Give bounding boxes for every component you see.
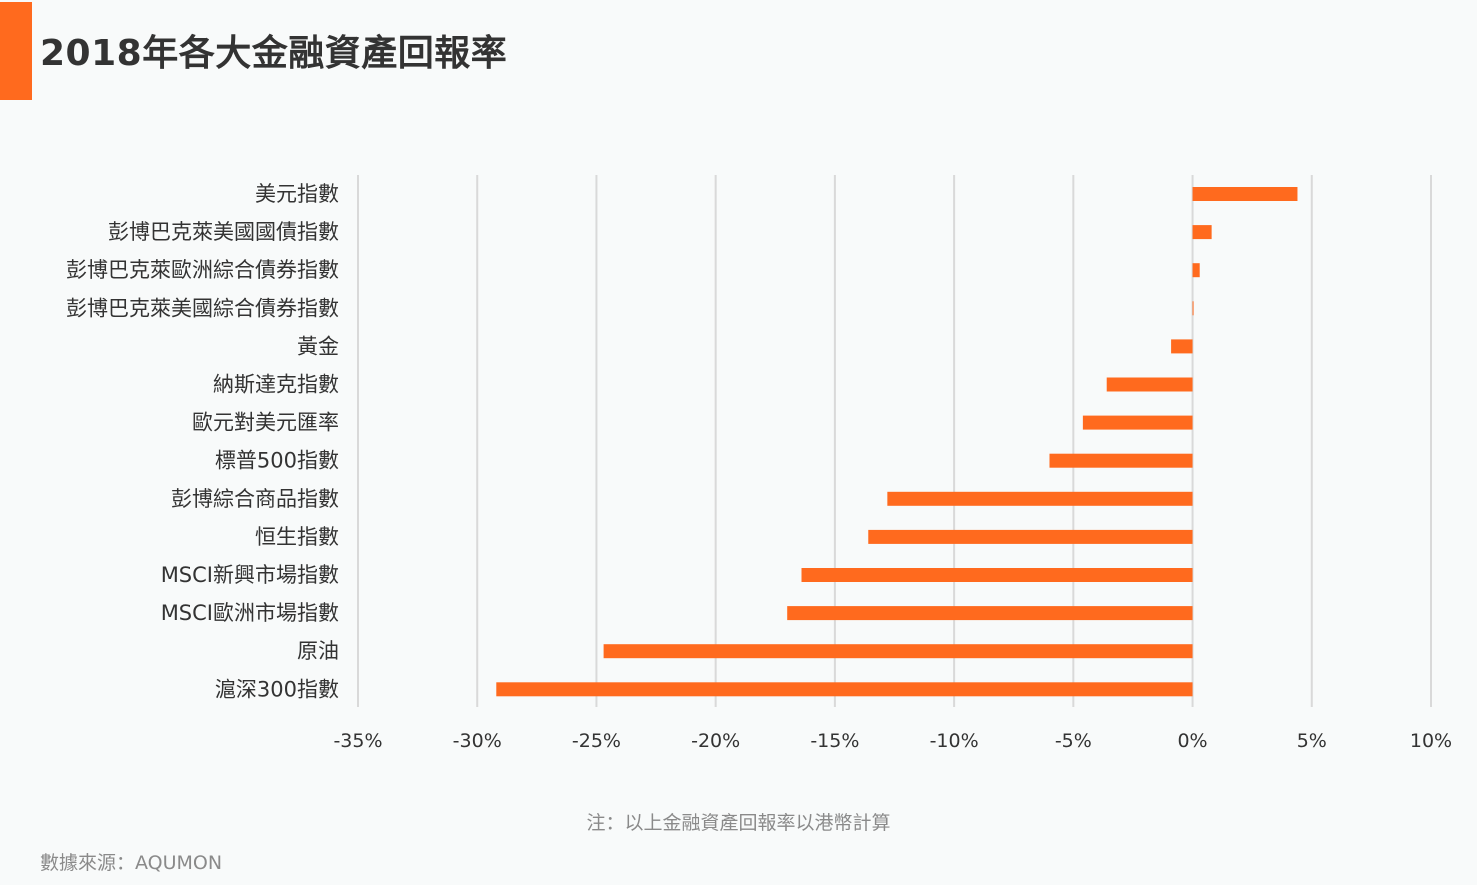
x-tick-label: -5% xyxy=(1055,730,1092,752)
bar xyxy=(1049,453,1193,468)
category-label: 彭博巴克萊歐洲綜合債券指數 xyxy=(66,258,339,282)
category-label: 彭博綜合商品指數 xyxy=(171,487,339,511)
category-labels: 美元指數彭博巴克萊美國國債指數彭博巴克萊歐洲綜合債券指數彭博巴克萊美國綜合債券指… xyxy=(66,182,339,701)
x-tick-label: 10% xyxy=(1410,730,1452,752)
category-label: MSCI歐洲市場指數 xyxy=(161,601,339,625)
category-label: 黃金 xyxy=(297,334,339,358)
data-source: 數據來源：AQUMON xyxy=(40,852,223,874)
bar xyxy=(1192,301,1194,316)
bar xyxy=(801,568,1193,582)
category-label: 納斯達克指數 xyxy=(213,373,339,397)
bar xyxy=(868,529,1193,544)
x-tick-label: 5% xyxy=(1297,730,1327,752)
bar xyxy=(1192,187,1298,201)
bar xyxy=(603,644,1193,659)
x-tick-label: -15% xyxy=(810,730,859,752)
x-tick-label: -10% xyxy=(930,730,979,752)
category-label: 彭博巴克萊美國國債指數 xyxy=(108,220,339,244)
bar xyxy=(1171,339,1193,354)
x-tick-label: -25% xyxy=(572,730,621,752)
bar xyxy=(887,491,1193,506)
category-label: 恒生指數 xyxy=(255,525,339,549)
x-tick-label: -30% xyxy=(453,730,502,752)
x-tick-label: -20% xyxy=(691,730,740,752)
title-accent-bar xyxy=(0,2,32,100)
category-label: 滬深300指數 xyxy=(215,677,339,701)
x-tick-label: 0% xyxy=(1177,730,1207,752)
chart-title: 2018年各大金融資產回報率 xyxy=(40,33,508,74)
category-label: 彭博巴克萊美國綜合債券指數 xyxy=(66,296,339,320)
x-tick-labels: -35% -30% -25% -20% -15% -10% -5% 0% 5% 10% xyxy=(333,730,1452,752)
bar xyxy=(1192,263,1200,278)
category-label: 原油 xyxy=(297,639,339,663)
category-label: 美元指數 xyxy=(255,182,339,206)
category-label: MSCI新興市場指數 xyxy=(161,563,339,587)
category-label: 歐元對美元匯率 xyxy=(192,411,339,435)
x-tick-label: -35% xyxy=(333,730,382,752)
bar xyxy=(496,682,1193,697)
bar xyxy=(1082,415,1193,430)
bar xyxy=(1106,377,1193,392)
category-label: 標普500指數 xyxy=(215,449,339,473)
bar xyxy=(787,606,1193,621)
bar xyxy=(1192,225,1212,240)
chart-note: 注：以上金融資產回報率以港幣計算 xyxy=(586,812,891,834)
bars xyxy=(496,187,1298,697)
grid-lines xyxy=(357,175,1432,707)
